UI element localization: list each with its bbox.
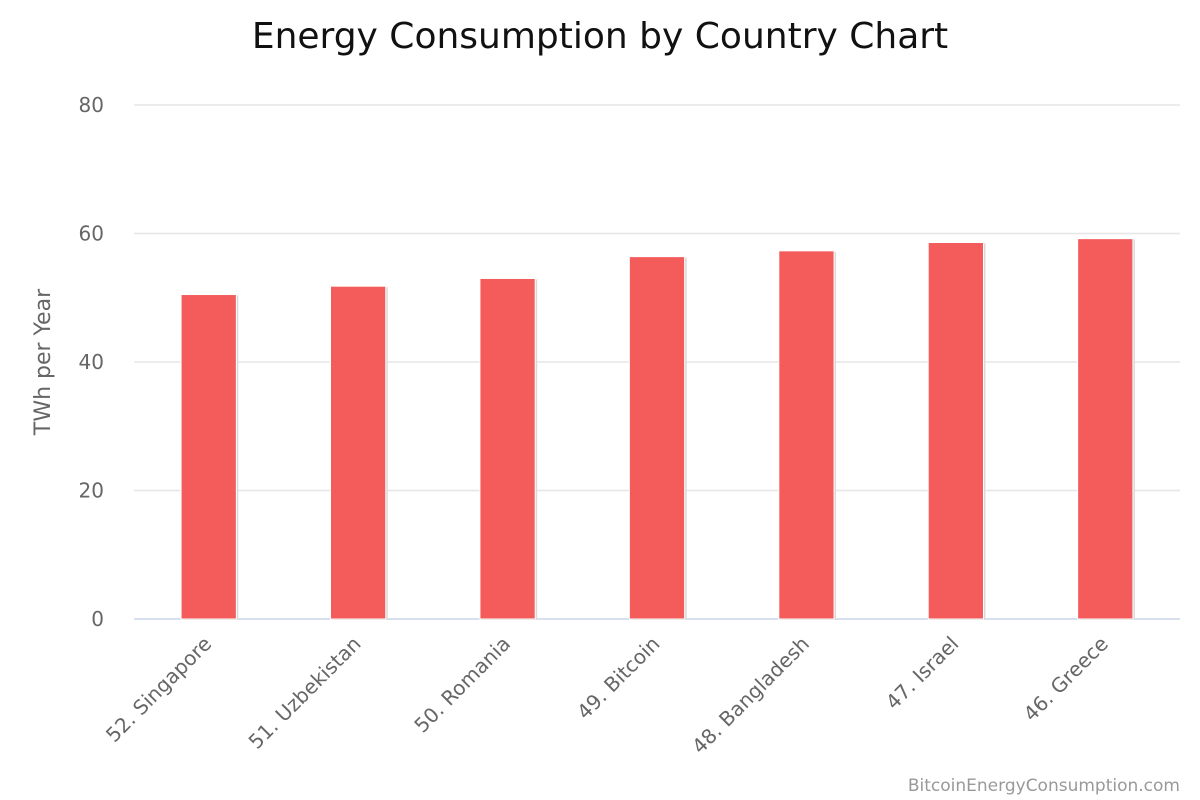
credit-link[interactable]: BitcoinEnergyConsumption.com xyxy=(908,776,1180,796)
y-tick-label: 20 xyxy=(79,479,104,503)
x-tick-label: 46. Greece xyxy=(1019,632,1113,726)
bar[interactable] xyxy=(628,256,686,620)
x-tick-label: 49. Bitcoin xyxy=(572,632,664,724)
y-tick-label: 80 xyxy=(79,93,104,117)
bar[interactable] xyxy=(927,241,985,620)
x-tick-label: 51. Uzbekistan xyxy=(244,632,366,754)
bar[interactable] xyxy=(778,250,835,620)
bar[interactable] xyxy=(329,285,387,620)
x-tick-label: 48. Bangladesh xyxy=(687,632,814,759)
y-tick-label: 40 xyxy=(79,350,104,374)
bar[interactable] xyxy=(180,294,237,620)
y-axis-ticks: 0 20 40 60 80 xyxy=(79,93,104,631)
x-axis-ticks: 52. Singapore 51. Uzbekistan 50. Romania 49… xyxy=(101,632,1113,759)
bar[interactable] xyxy=(479,277,536,620)
bars xyxy=(180,238,1135,620)
y-tick-label: 0 xyxy=(91,607,104,631)
x-tick-label: 50. Romania xyxy=(409,632,515,738)
chart-title: Energy Consumption by Country Chart xyxy=(252,16,948,57)
bar[interactable] xyxy=(1077,238,1134,620)
y-tick-label: 60 xyxy=(79,222,104,246)
y-axis-label: TWh per Year xyxy=(31,288,56,436)
x-tick-label: 47. Israel xyxy=(881,632,964,715)
x-tick-label: 52. Singapore xyxy=(101,632,216,747)
